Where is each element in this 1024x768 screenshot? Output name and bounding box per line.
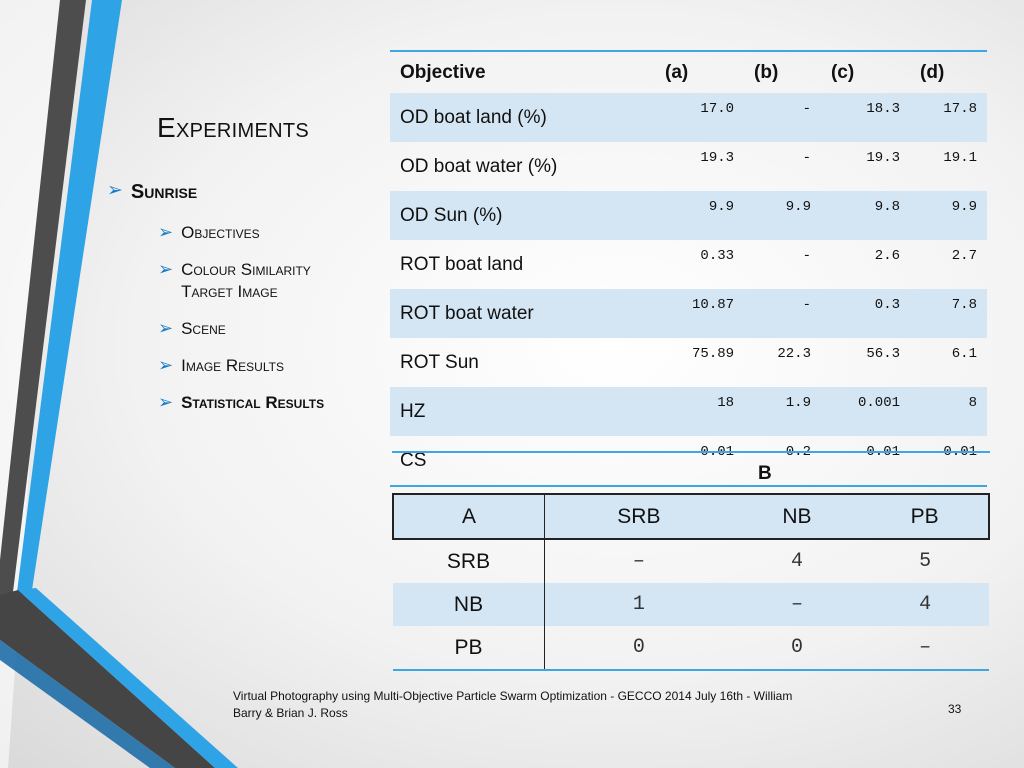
arrow-bullet-icon: ➢ — [158, 355, 174, 375]
bullet-objectives: ➢ Objectives — [158, 222, 260, 244]
column-header: PB — [861, 493, 990, 540]
objective-table-header: Objective (a) (b) (c) (d) — [390, 51, 987, 93]
objective-value: 2.7 — [951, 248, 977, 264]
objective-value: 19.1 — [943, 150, 977, 166]
objective-table: Objective (a) (b) (c) (d) OD boat land (… — [390, 50, 987, 487]
objective-name: ROT boat land — [400, 253, 524, 275]
table-row: NB 1–4 — [393, 583, 989, 626]
arrow-bullet-icon: ➢ — [158, 259, 174, 279]
comparison-value: 4 — [861, 583, 989, 626]
comparison-value: 0 — [790, 636, 803, 659]
objective-name: OD boat water (%) — [400, 155, 558, 177]
table-row: HZ 18 1.9 0.001 8 — [390, 387, 987, 436]
objective-value: - — [802, 248, 811, 264]
bullet-label: Sunrise — [130, 181, 198, 203]
table-row: PB 0 0 – — [393, 626, 989, 670]
column-header: SRB — [544, 493, 733, 540]
arrow-bullet-icon: ➢ — [158, 318, 174, 338]
table-row: SRB – 4 5 — [393, 539, 989, 583]
bullet-label: Objectives — [181, 223, 260, 242]
objective-name: OD Sun (%) — [390, 191, 655, 240]
bullet-statistical-results: ➢ Statistical Results — [158, 392, 324, 414]
bullet-image-results: ➢ Image Results — [158, 355, 284, 377]
objective-value: - — [802, 150, 811, 166]
bullet-label: Scene — [181, 319, 226, 338]
objective-value: 17.0 — [655, 93, 745, 142]
table-row: OD Sun (%) 9.9 9.9 9.8 9.9 — [390, 191, 987, 240]
row-header: PB — [393, 626, 545, 670]
row-header: SRB — [393, 539, 545, 583]
comparison-value: 5 — [919, 550, 932, 573]
objective-name: ROT Sun — [400, 351, 479, 373]
objective-value: 7.8 — [910, 289, 987, 338]
table-row: OD boat land (%) 17.0-18.3 17.8 — [390, 93, 987, 142]
objective-value: 75.89 — [692, 346, 735, 362]
comparison-value: – — [632, 550, 645, 573]
header-a: (a) — [665, 61, 689, 83]
comparison-table: A SRB NB PB SRB –4 5 NB 1–4 PB 0 0– — [392, 493, 990, 671]
header-c: (c) — [830, 61, 855, 83]
comparison-value: 0 — [632, 636, 645, 659]
objective-value: 0.3 — [820, 289, 911, 338]
objective-name: ROT boat water — [390, 289, 655, 338]
objective-name: HZ — [390, 387, 655, 436]
page-number: 33 — [948, 702, 962, 716]
slide-footer: Virtual Photography using Multi-Objectiv… — [233, 689, 793, 720]
column-group-label: B — [758, 463, 772, 484]
table-row: ROT boat water 10.87-0.3 7.8 — [390, 289, 987, 338]
comparison-value: – — [919, 636, 932, 659]
objective-value: 10.87 — [655, 289, 745, 338]
bullet-label: Colour Similarity Target Image — [181, 260, 311, 301]
objective-value: 6.1 — [951, 346, 977, 362]
comparison-group-header: B — [392, 451, 990, 495]
objective-value: 17.8 — [910, 93, 987, 142]
header-b: (b) — [754, 61, 779, 83]
arrow-bullet-icon: ➢ — [158, 392, 174, 412]
bullet-colour-similarity: ➢ Colour Similarity Target Image — [158, 259, 358, 303]
objective-value: 22.3 — [777, 346, 811, 362]
objective-value: 9.9 — [910, 191, 987, 240]
objective-value: 19.3 — [700, 150, 735, 166]
objective-value: 2.6 — [874, 248, 901, 264]
objective-value: 1.9 — [744, 387, 821, 436]
bullet-label: Statistical Results — [181, 393, 325, 412]
objective-value: 9.8 — [820, 191, 911, 240]
slide-title: Experiments — [157, 112, 309, 143]
table-row: ROT boat land 0.33 - 2.6 2.7 — [390, 240, 987, 289]
table-row: ROT Sun 75.89 22.3 56.3 6.1 — [390, 338, 987, 387]
objective-name: OD boat land (%) — [390, 93, 655, 142]
objective-name: CS — [400, 449, 427, 471]
table-row: OD boat water (%) 19.3 - 19.3 19.1 — [390, 142, 987, 191]
objective-value: 18 — [655, 387, 745, 436]
comparison-value: 1 — [544, 583, 733, 626]
objective-value: 9.9 — [744, 191, 821, 240]
objective-value: 0.001 — [820, 387, 911, 436]
objective-value: 8 — [910, 387, 987, 436]
arrow-bullet-icon: ➢ — [107, 180, 123, 201]
objective-value: - — [744, 93, 821, 142]
objective-value: - — [744, 289, 821, 338]
comparison-value: 4 — [790, 550, 803, 573]
row-header: NB — [393, 583, 545, 626]
objective-value: 18.3 — [820, 93, 911, 142]
bullet-scene: ➢ Scene — [158, 318, 226, 340]
objective-value: 9.9 — [655, 191, 745, 240]
objective-value: 19.3 — [866, 150, 901, 166]
arrow-bullet-icon: ➢ — [158, 222, 174, 242]
header-d: (d) — [920, 61, 945, 83]
header-objective: Objective — [400, 61, 486, 83]
column-header: NB — [732, 493, 862, 540]
objective-value: 0.33 — [700, 248, 735, 264]
corner-label: A — [392, 493, 545, 540]
bullet-label: Image Results — [181, 356, 284, 375]
comparison-value: – — [732, 583, 862, 626]
objective-value: 56.3 — [866, 346, 901, 362]
bullet-sunrise: ➢ Sunrise — [107, 181, 197, 204]
comparison-header-row: A SRB NB PB — [392, 493, 990, 540]
